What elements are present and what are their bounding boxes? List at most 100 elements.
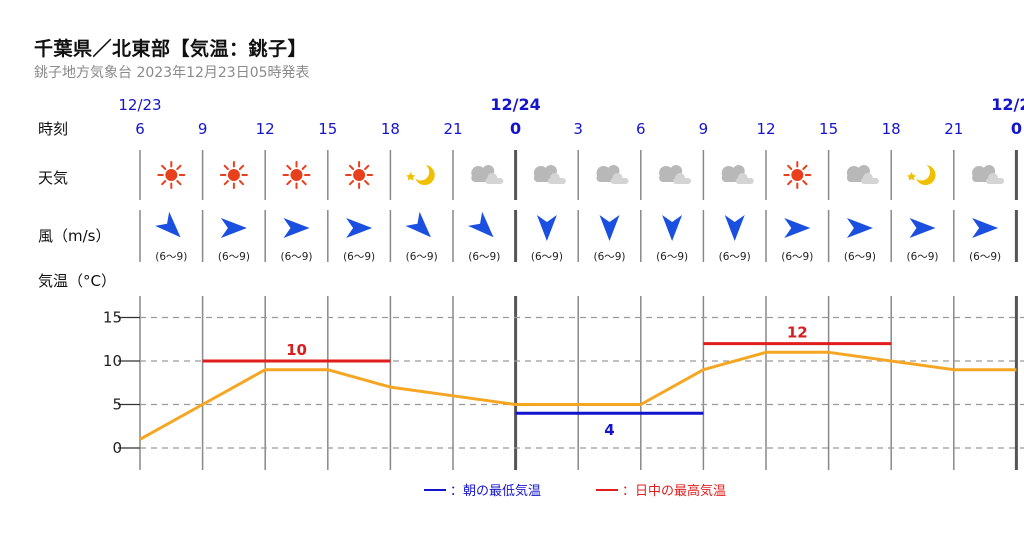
cloud-icon bbox=[471, 165, 504, 184]
page-subtitle: 銚子地方気象台 2023年12月23日05時発表 bbox=[34, 65, 310, 81]
sun-ray bbox=[802, 164, 808, 170]
grid: 0 5 10 15 bbox=[103, 150, 1024, 470]
hour-label: 15 bbox=[318, 120, 337, 138]
sun-icon bbox=[157, 161, 186, 189]
sun-ray bbox=[301, 180, 307, 186]
wind-arrow bbox=[724, 215, 745, 241]
y-tick-label: 15 bbox=[103, 309, 122, 327]
moon-cutout bbox=[412, 163, 430, 181]
wind-speed-label: (6〜9) bbox=[844, 251, 876, 263]
wind-arrow bbox=[346, 218, 373, 238]
wind-speed-label: (6〜9) bbox=[406, 251, 438, 263]
legend-max-label: ：日中の最高気温 bbox=[622, 484, 727, 499]
sun-ray bbox=[286, 164, 292, 170]
cloud-icon bbox=[846, 165, 879, 184]
wind-arrow-shape bbox=[909, 218, 936, 238]
wind-arrow-shape bbox=[846, 218, 873, 238]
hour-label: 0 bbox=[510, 119, 521, 138]
cloud-base bbox=[860, 178, 879, 184]
wind-arrow bbox=[155, 211, 181, 238]
wind-arrow bbox=[846, 218, 873, 238]
date-labels: 12/23 12/24 12/25 bbox=[118, 95, 1024, 114]
temperature-series-line bbox=[139, 350, 1017, 441]
max-temp-label: 12 bbox=[787, 324, 808, 342]
cloud-base bbox=[735, 178, 754, 184]
wind-arrow-shape bbox=[346, 218, 373, 238]
wind-arrow-shape bbox=[662, 215, 683, 241]
hour-label: 12 bbox=[756, 120, 775, 138]
weather-row-label: 天気 bbox=[38, 169, 68, 187]
hour-label: 21 bbox=[443, 120, 462, 138]
max-temp-label: 10 bbox=[286, 341, 307, 359]
sun-ray bbox=[348, 180, 355, 186]
wind-speed-label: (6〜9) bbox=[468, 251, 500, 263]
star-shape bbox=[906, 172, 916, 181]
sun-ray bbox=[348, 164, 355, 170]
legend-min-swatch bbox=[424, 488, 446, 491]
wind-arrow bbox=[599, 215, 620, 241]
hour-label: 18 bbox=[381, 120, 400, 138]
hour-label: 15 bbox=[819, 120, 838, 138]
sun-ray bbox=[802, 180, 808, 186]
wind-arrow-shape bbox=[536, 215, 557, 241]
wind-arrow bbox=[468, 211, 494, 238]
cloud-icon bbox=[972, 165, 1005, 184]
hour-label: 6 bbox=[135, 120, 145, 138]
wind-arrow bbox=[536, 215, 557, 241]
wind-speed-label: (6〜9) bbox=[656, 251, 688, 263]
sun-disc bbox=[227, 169, 240, 181]
page-title: 千葉県／北東部【気温：銚子】 bbox=[34, 38, 308, 60]
legend-min-label: ：朝の最低気温 bbox=[450, 484, 542, 499]
sun-ray bbox=[238, 180, 245, 186]
wind-arrow bbox=[220, 218, 247, 238]
moon-cutout bbox=[913, 163, 930, 181]
wind-speed-label: (6〜9) bbox=[155, 251, 187, 263]
sun-ray bbox=[161, 164, 167, 170]
y-tick-label: 0 bbox=[112, 439, 122, 457]
cloud-base bbox=[547, 178, 566, 184]
sun-ray bbox=[286, 180, 292, 186]
wind-arrow bbox=[283, 218, 310, 238]
sun-icon bbox=[345, 161, 374, 189]
cloud-base bbox=[485, 178, 504, 184]
star-shape bbox=[406, 172, 416, 181]
legend-max-swatch bbox=[596, 488, 618, 491]
wind-speed-label: (6〜9) bbox=[218, 251, 250, 263]
wind-speed-label: (6〜9) bbox=[906, 251, 938, 263]
wind-arrow bbox=[405, 211, 431, 238]
wind-arrow-shape bbox=[599, 215, 620, 241]
hour-label: 9 bbox=[198, 120, 208, 138]
wind-arrows: (6〜9) (6〜9) (6〜9) (6〜9) (6〜9) (6〜9) (6〜9) (6〜9)… bbox=[155, 211, 1001, 263]
wind-arrow-shape bbox=[468, 211, 494, 238]
time-row-label: 時刻 bbox=[38, 120, 68, 138]
moon-star-icon bbox=[406, 163, 435, 185]
legend-max: ：日中の最高気温 bbox=[596, 480, 726, 499]
hour-label: 3 bbox=[573, 120, 583, 138]
date-label: 12/24 bbox=[490, 95, 540, 114]
sun-disc bbox=[791, 169, 804, 181]
wind-speed-label: (6〜9) bbox=[343, 251, 375, 263]
wind-speed-label: (6〜9) bbox=[719, 251, 751, 263]
wind-arrow-shape bbox=[405, 211, 431, 238]
hour-label: 18 bbox=[882, 120, 901, 138]
sun-ray bbox=[301, 164, 307, 170]
moon-star-icon bbox=[906, 163, 936, 185]
wind-speed-label: (6〜9) bbox=[781, 251, 813, 263]
sun-disc bbox=[290, 169, 303, 181]
sun-ray bbox=[787, 164, 793, 170]
cloud-base bbox=[610, 178, 629, 184]
sun-ray bbox=[161, 180, 167, 186]
hour-label: 0 bbox=[1011, 119, 1022, 138]
sun-icon bbox=[282, 161, 311, 189]
sun-ray bbox=[176, 164, 182, 170]
hour-label: 6 bbox=[636, 120, 646, 138]
sun-ray bbox=[238, 164, 245, 170]
wind-arrow-shape bbox=[784, 218, 811, 238]
sun-disc bbox=[165, 169, 178, 181]
cloud-icon bbox=[659, 165, 692, 184]
sun-ray bbox=[223, 180, 229, 186]
sun-disc bbox=[353, 169, 366, 181]
sun-ray bbox=[787, 180, 793, 186]
sun-ray bbox=[176, 180, 182, 186]
